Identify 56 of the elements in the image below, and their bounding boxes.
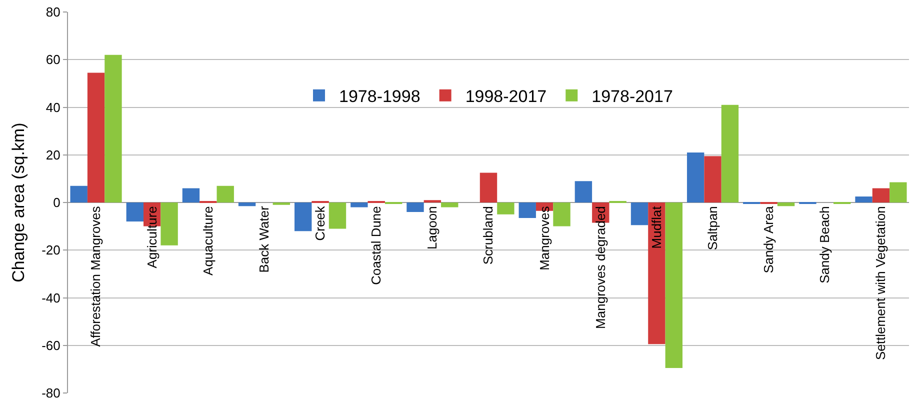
legend-label: 1998-2017 [465,87,547,106]
x-tick-label: Mangroves [536,206,552,270]
y-tick-label: -20 [42,242,60,258]
bar [648,202,666,344]
legend-label: 1978-2017 [592,87,673,106]
bar [497,202,514,214]
bar [665,202,682,368]
bar [630,202,648,226]
y-tick-label: 60 [46,52,60,68]
x-tick-label: Back Water [256,205,272,273]
bar [553,202,570,226]
bar [777,202,795,206]
y-tick-label: -60 [42,338,60,353]
x-tick-label: Afforestation Mangroves [88,206,104,347]
bar [890,182,907,202]
x-tick-label: Mangroves degraded [592,206,608,329]
x-tick-label: Saltpan [704,206,720,250]
bar [70,186,88,202]
bar [104,54,122,202]
y-axis-title: Change area (sq.km) [9,122,28,282]
bar [350,202,368,208]
bar [855,196,872,202]
bar [704,156,722,202]
x-tick-label: Settlement with Vegetation [873,206,888,360]
bar [294,202,312,232]
bar [216,186,234,202]
bar [160,202,178,246]
bar [480,172,498,202]
y-tick-label: 20 [46,147,60,162]
bar [182,188,200,202]
x-tick-label: Coastal Dune [368,206,384,285]
bar [441,202,458,208]
bar [518,202,536,218]
x-tick-label: Aquaculture [200,206,216,276]
x-tick-label: Creek [312,206,328,241]
x-tick-label: Lagoon [424,206,440,250]
bar [686,152,704,202]
bar [328,202,346,229]
y-tick-label: 80 [46,4,60,20]
x-tick-label: Scrubland [480,206,496,265]
x-tick-label: Sandy Area [761,205,776,274]
y-tick-label: 0 [53,195,60,210]
x-tick-label: Agriculture [144,206,160,268]
y-tick-label: 40 [46,100,60,115]
bar [721,104,739,202]
bar [574,181,592,202]
bar [126,202,144,222]
y-tick-label: -80 [42,386,60,401]
bar [238,202,256,206]
bar [87,72,105,202]
bar [406,202,424,212]
bar [872,188,890,202]
legend-label: 1978-1998 [339,87,420,106]
y-tick-label: -40 [42,290,60,306]
x-tick-label: Mudflat [648,206,664,249]
x-tick-label: Sandy Beach [817,206,832,284]
